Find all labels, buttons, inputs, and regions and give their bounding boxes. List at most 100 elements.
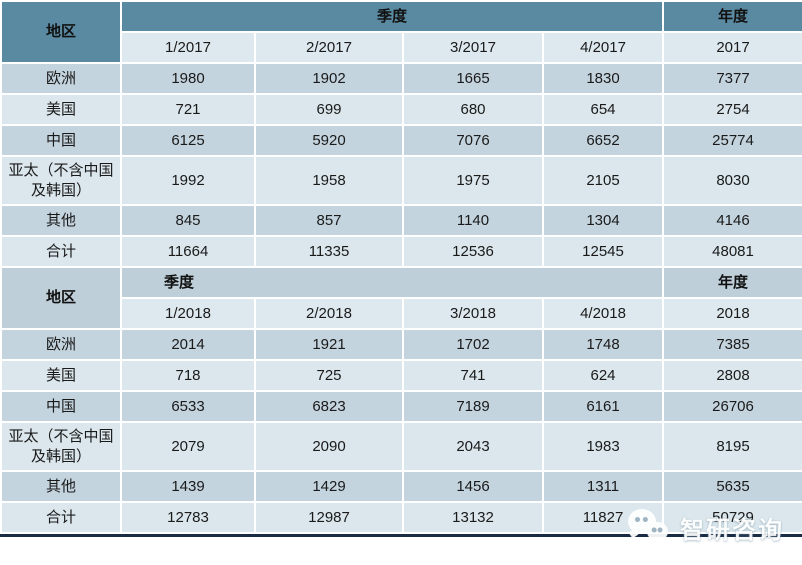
data-cell: 718 xyxy=(120,359,256,392)
data-cell: 5920 xyxy=(254,124,404,157)
table-row: 欧洲 2014 1921 1702 1748 7385 xyxy=(0,328,802,361)
quarter-column-label: 4/2018 xyxy=(541,297,665,330)
data-cell: 1456 xyxy=(402,470,544,503)
data-cell: 6652 xyxy=(541,124,665,157)
data-cell: 6533 xyxy=(120,390,256,423)
data-cell: 11335 xyxy=(254,235,404,268)
table-row: 其他 845 857 1140 1304 4146 xyxy=(0,204,802,237)
year-column-label: 2017 xyxy=(662,31,802,64)
region-cell: 美国 xyxy=(0,359,122,392)
quarter-column-label: 1/2018 xyxy=(120,297,256,330)
quarter-column-label: 1/2017 xyxy=(120,31,256,64)
region-cell: 欧洲 xyxy=(0,328,122,361)
quarter-column-label: 3/2018 xyxy=(402,297,544,330)
data-cell: 1439 xyxy=(120,470,256,503)
data-cell: 1992 xyxy=(120,155,256,206)
data-cell: 1429 xyxy=(254,470,404,503)
region-cell: 中国 xyxy=(0,390,122,423)
data-cell: 1975 xyxy=(402,155,544,206)
data-cell: 6823 xyxy=(254,390,404,423)
data-cell: 2105 xyxy=(541,155,665,206)
data-cell: 1921 xyxy=(254,328,404,361)
region-header-cell: 地区 xyxy=(0,0,122,64)
year-total-cell: 25774 xyxy=(662,124,802,157)
year-column-label: 2018 xyxy=(662,297,802,330)
data-cell: 7189 xyxy=(402,390,544,423)
data-cell: 1902 xyxy=(254,62,404,95)
table-row: 其他 1439 1429 1456 1311 5635 xyxy=(0,470,802,503)
data-cell: 857 xyxy=(254,204,404,237)
bottom-border-rule xyxy=(0,534,802,537)
section-header-row: 地区 季度 年度 xyxy=(0,266,802,330)
data-cell: 1983 xyxy=(541,421,665,472)
data-cell: 1665 xyxy=(402,62,544,95)
region-cell: 其他 xyxy=(0,470,122,503)
table-row: 中国 6533 6823 7189 6161 26706 xyxy=(0,390,802,423)
data-cell: 1958 xyxy=(254,155,404,206)
data-cell: 1702 xyxy=(402,328,544,361)
data-cell: 624 xyxy=(541,359,665,392)
year-total-cell: 48081 xyxy=(662,235,802,268)
regional-quarterly-data-table: 地区 季度 年度 1/2017 2/2017 3/2017 4/2017 201… xyxy=(0,0,802,534)
data-cell: 680 xyxy=(402,93,544,126)
quarter-column-label: 2/2017 xyxy=(254,31,404,64)
data-cell: 721 xyxy=(120,93,256,126)
region-cell: 欧洲 xyxy=(0,62,122,95)
data-cell: 12783 xyxy=(120,501,256,534)
region-cell: 合计 xyxy=(0,501,122,534)
year-total-cell: 4146 xyxy=(662,204,802,237)
year-total-cell: 7377 xyxy=(662,62,802,95)
year-header-cell: 年度 xyxy=(662,266,802,299)
table-row: 美国 718 725 741 624 2808 xyxy=(0,359,802,392)
data-cell: 845 xyxy=(120,204,256,237)
data-cell: 2079 xyxy=(120,421,256,472)
data-cell: 12536 xyxy=(402,235,544,268)
region-cell: 中国 xyxy=(0,124,122,157)
data-cell: 2090 xyxy=(254,421,404,472)
data-cell: 2014 xyxy=(120,328,256,361)
quarter-header-cell: 季度 xyxy=(119,0,665,33)
table-row: 亚太（不含中国及韩国） 1992 1958 1975 2105 8030 xyxy=(0,155,802,206)
year-header-cell: 年度 xyxy=(662,0,802,33)
year-total-cell: 8195 xyxy=(662,421,802,472)
data-cell: 11664 xyxy=(120,235,256,268)
table-row: 美国 721 699 680 654 2754 xyxy=(0,93,802,126)
data-cell: 2043 xyxy=(402,421,544,472)
section-header-row: 地区 季度 年度 xyxy=(0,0,802,64)
region-cell: 其他 xyxy=(0,204,122,237)
quarter-column-label: 3/2017 xyxy=(402,31,544,64)
year-total-cell: 50729 xyxy=(662,501,802,534)
total-row: 合计 11664 11335 12536 12545 48081 xyxy=(0,235,802,268)
year-total-cell: 8030 xyxy=(662,155,802,206)
data-cell: 1980 xyxy=(120,62,256,95)
table-row: 中国 6125 5920 7076 6652 25774 xyxy=(0,124,802,157)
data-cell: 654 xyxy=(541,93,665,126)
region-cell: 亚太（不含中国及韩国） xyxy=(0,421,122,472)
quarter-column-label: 2/2018 xyxy=(254,297,404,330)
table-row: 欧洲 1980 1902 1665 1830 7377 xyxy=(0,62,802,95)
year-total-cell: 2808 xyxy=(662,359,802,392)
region-header-cell: 地区 xyxy=(0,266,122,330)
data-cell: 6161 xyxy=(541,390,665,423)
data-cell: 13132 xyxy=(402,501,544,534)
data-cell: 11827 xyxy=(541,501,665,534)
data-cell: 699 xyxy=(254,93,404,126)
year-total-cell: 26706 xyxy=(662,390,802,423)
data-cell: 1830 xyxy=(541,62,665,95)
year-total-cell: 2754 xyxy=(662,93,802,126)
region-cell: 美国 xyxy=(0,93,122,126)
total-row: 合计 12783 12987 13132 11827 50729 xyxy=(0,501,802,534)
data-cell: 725 xyxy=(254,359,404,392)
subheader-row: 1/2017 2/2017 3/2017 4/2017 2017 xyxy=(1,31,802,64)
data-cell: 7076 xyxy=(402,124,544,157)
year-total-cell: 5635 xyxy=(662,470,802,503)
region-cell: 亚太（不含中国及韩国） xyxy=(0,155,122,206)
table-row: 亚太（不含中国及韩国） 2079 2090 2043 1983 8195 xyxy=(0,421,802,472)
data-cell: 1140 xyxy=(402,204,544,237)
data-cell: 1748 xyxy=(541,328,665,361)
data-cell: 1304 xyxy=(541,204,665,237)
quarter-header-cell: 季度 xyxy=(119,266,665,299)
year-total-cell: 7385 xyxy=(662,328,802,361)
data-cell: 6125 xyxy=(120,124,256,157)
